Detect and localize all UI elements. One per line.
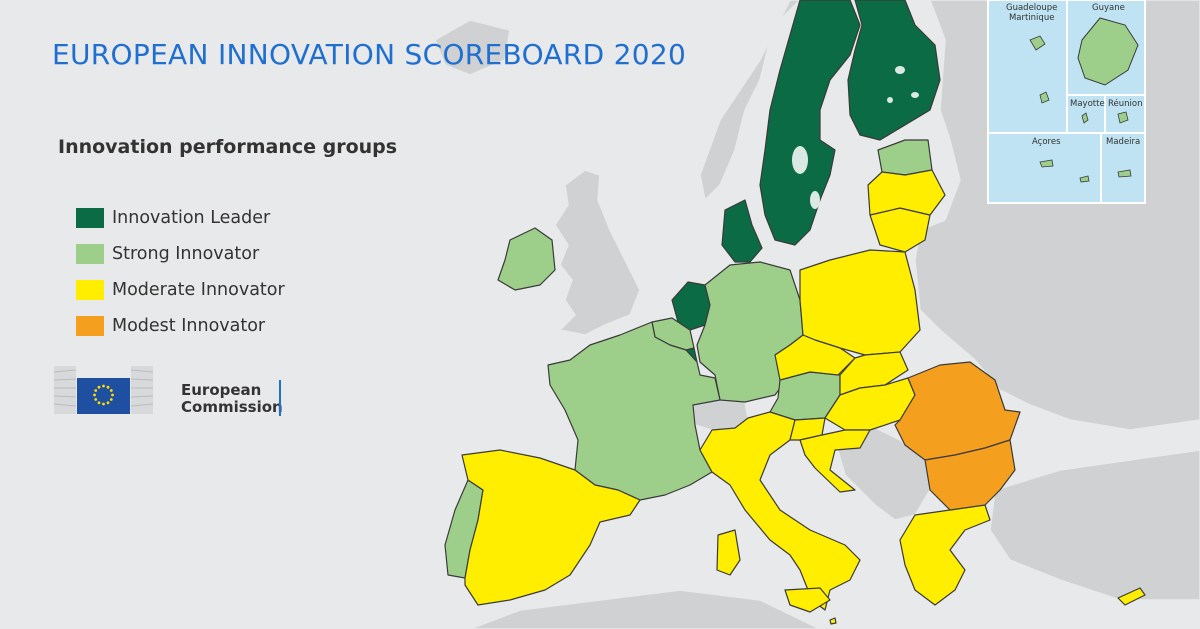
legend-swatch-moderate bbox=[76, 280, 104, 300]
mayotte-shape bbox=[1081, 112, 1089, 124]
logo-text: European Commission bbox=[181, 382, 283, 416]
legend-item-modest: Modest Innovator bbox=[76, 308, 285, 344]
legend-item-strong: Strong Innovator bbox=[76, 236, 285, 272]
logo-line-1: European bbox=[181, 381, 262, 399]
european-commission-logo bbox=[53, 366, 154, 414]
legend-item-leader: Innovation Leader bbox=[76, 200, 285, 236]
legend-swatch-modest bbox=[76, 316, 104, 336]
country-croatia[interactable] bbox=[799, 429, 871, 493]
inset-label-mayotte: Mayotte bbox=[1070, 99, 1105, 109]
legend-swatch-strong bbox=[76, 244, 104, 264]
inset-label-reunion: Réunion bbox=[1108, 99, 1143, 109]
country-czechia[interactable] bbox=[774, 334, 856, 381]
eu-countries bbox=[444, 0, 1146, 625]
guyane-shape bbox=[1077, 17, 1139, 86]
inset-label-madeira: Madeira bbox=[1106, 137, 1141, 147]
guadeloupe-shape bbox=[1029, 35, 1046, 51]
eu-stars bbox=[93, 384, 114, 406]
inset-label-guadeloupe: Guadeloupe Martinique bbox=[1006, 3, 1058, 23]
martinique-shape bbox=[1039, 91, 1050, 104]
acores-shape bbox=[1039, 159, 1090, 183]
legend-swatch-leader bbox=[76, 208, 104, 228]
country-bulgaria[interactable] bbox=[924, 439, 1016, 511]
country-latvia[interactable] bbox=[867, 169, 946, 216]
logo-divider bbox=[279, 380, 281, 416]
reunion-shape bbox=[1117, 111, 1129, 124]
legend-label: Moderate Innovator bbox=[112, 280, 285, 300]
country-spain[interactable] bbox=[461, 449, 641, 606]
eu-flag bbox=[77, 378, 130, 414]
legend-item-moderate: Moderate Innovator bbox=[76, 272, 285, 308]
country-italy-sicily[interactable] bbox=[784, 587, 831, 613]
country-italy-sardinia[interactable] bbox=[716, 529, 741, 576]
country-malta[interactable] bbox=[829, 617, 837, 625]
country-denmark[interactable] bbox=[721, 199, 763, 263]
inset-label-acores: Açores bbox=[1032, 137, 1061, 147]
country-ireland[interactable] bbox=[497, 227, 556, 291]
page-title: EUROPEAN INNOVATION SCOREBOARD 2020 bbox=[52, 38, 687, 71]
logo-line-2: Commission bbox=[181, 398, 283, 416]
madeira-shape bbox=[1117, 169, 1132, 178]
inset-acores bbox=[987, 132, 1102, 204]
inset-label-guyane: Guyane bbox=[1092, 3, 1125, 13]
legend-title: Innovation performance groups bbox=[58, 136, 398, 158]
country-finland[interactable] bbox=[847, 0, 941, 141]
legend-label: Modest Innovator bbox=[112, 316, 266, 336]
country-estonia[interactable] bbox=[877, 139, 933, 176]
country-poland[interactable] bbox=[799, 249, 921, 356]
inset-madeira bbox=[1100, 132, 1146, 204]
legend-label: Innovation Leader bbox=[112, 208, 271, 228]
country-cyprus[interactable] bbox=[1117, 587, 1146, 606]
legend-label: Strong Innovator bbox=[112, 244, 260, 264]
lakes bbox=[792, 66, 919, 209]
country-sweden[interactable] bbox=[759, 0, 861, 246]
country-greece[interactable] bbox=[899, 504, 991, 606]
overseas-insets bbox=[987, 0, 1146, 204]
legend: Innovation Leader Strong Innovator Moder… bbox=[76, 200, 285, 344]
country-italy[interactable] bbox=[699, 411, 861, 611]
